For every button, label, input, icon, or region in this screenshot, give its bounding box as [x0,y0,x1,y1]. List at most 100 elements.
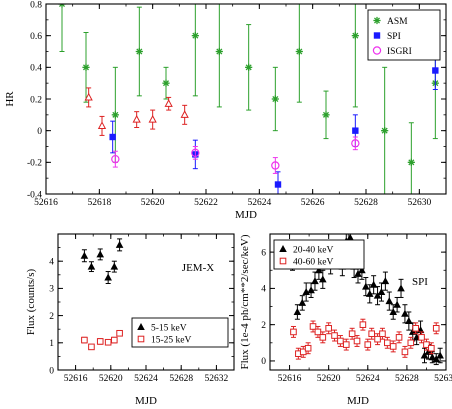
data-point [405,317,413,325]
data-point-stroke [82,64,90,71]
data-point [302,288,310,296]
legend-label: ASM [387,17,408,27]
data-point [271,95,279,103]
y-tick-label: 6 [261,248,266,258]
data-point [58,4,66,8]
data-point [354,269,362,277]
data-point [116,329,123,337]
legend-marker [373,16,381,25]
data-point [365,289,374,297]
legend-label: 20-40 keV [293,245,334,255]
data-point [245,63,253,71]
series-spi [109,51,439,194]
data-point [401,348,409,356]
data-point [274,181,282,188]
data-point [97,121,107,130]
data-point [271,161,280,170]
plot-frame [269,233,447,371]
data-point [84,92,93,101]
panel-annotation: SPI [412,276,428,288]
series-isgri [111,136,360,174]
legend-label: 5-15 keV [151,323,187,333]
data-point [315,266,323,274]
x-tick-label: 52620 [317,374,341,384]
y-tick-label: 0.4 [30,64,42,74]
legend-marker [137,323,145,330]
data-point [428,353,437,361]
data-point-stroke [216,48,223,55]
data-point [395,334,403,341]
y-tick-label: 4 [261,285,266,295]
data-point [115,240,124,248]
data-point [353,337,361,345]
x-axis-label: MJD [235,209,257,221]
series-5-15-kev [80,238,124,285]
data-point [81,336,88,344]
y-tick-label: 1 [49,339,54,349]
axis-ticks: 52616 52620 52624 52628 52632 0 1 2 3 4 [49,233,235,384]
legend: 5-15 keV 15-25 keV [131,317,229,348]
legend-marker-stroke [373,17,381,24]
x-tick-label: 52632 [434,374,452,384]
data-point [379,330,386,338]
data-point [319,334,327,341]
legend-label: ISGRI [387,47,412,57]
data-point [314,328,322,336]
data-point [148,114,157,123]
data-point [311,277,319,285]
data-point [418,334,425,341]
data-point [358,266,366,274]
legend-marker [279,245,287,252]
plot-frame [45,3,447,195]
data-point [352,127,359,134]
data-point [180,110,189,118]
data-point [432,355,441,363]
data-point-stroke [192,32,199,39]
data-point [132,114,141,123]
y-tick-label: 4 [49,258,54,268]
data-point-stroke [58,4,63,8]
y-axis-label: Flux (1e-4 ph/cm**2/sec/keV) [239,234,251,369]
x-tick-label: 52622 [194,198,218,208]
legend: 20-40 keV 40-60 keV [273,239,365,270]
legend-label: 40-60 keV [293,257,334,267]
y-tick-label: 2 [49,312,54,322]
data-point-stroke [245,64,252,71]
data-point [364,341,372,348]
x-tick-label: 52616 [34,198,58,208]
data-point [307,286,315,294]
plot-area [58,4,439,194]
data-point [290,328,297,336]
data-point [293,307,302,315]
y-tick-label: 0 [49,366,54,376]
x-tick-label: 52624 [356,374,380,384]
y-tick-label: 0.6 [30,32,42,42]
y-tick-label: 0 [261,357,266,367]
data-point [381,127,389,135]
data-point [191,32,199,40]
y-tick-label: 2 [261,321,266,331]
series-40-60-kev [290,318,440,360]
x-tick-label: 52630 [407,198,431,208]
data-point [111,336,118,344]
legend-marker [373,32,381,39]
data-point [384,339,391,347]
data-point [432,67,439,74]
data-point-stroke [322,111,330,118]
data-point [191,148,200,158]
data-point [80,251,89,259]
y-tick-label: 3 [49,285,54,295]
data-point [432,324,440,332]
x-tick-label: 52620 [99,374,123,384]
x-axis-label: MJD [347,395,369,407]
y-axis-label: Flux (counts/s) [25,269,37,336]
data-point [381,277,390,285]
legend-marker [372,46,382,55]
legend-box [273,239,365,270]
data-point-stroke [112,111,119,118]
data-point [110,262,119,270]
legend-label: SPI [387,32,401,42]
data-point [401,309,409,317]
series-15-25-kev [81,329,123,351]
